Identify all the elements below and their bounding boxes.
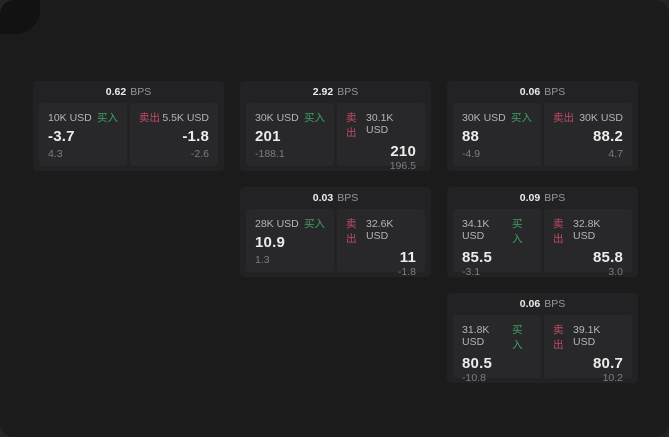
sell-delta: 196.5	[389, 160, 416, 172]
buy-delta: -3.1	[462, 266, 481, 278]
spread-unit: BPS	[130, 86, 152, 98]
spread-value: 2.92	[312, 86, 334, 98]
spread-header: 0.03 BPS	[246, 187, 425, 209]
buy-price: 80.5	[462, 355, 492, 372]
buy-price: 201	[255, 128, 281, 145]
buy-size: 28K USD	[255, 218, 299, 230]
sell-size: 32.8K USD	[572, 218, 601, 242]
buy-label: 买入	[304, 218, 325, 230]
quote-card: 2.92 BPS 30K USD 买入 201 -188.1 卖出 30.1K …	[240, 81, 431, 172]
sell-size: 39.1K USD	[572, 324, 601, 348]
spread-header: 0.62 BPS	[39, 81, 218, 103]
spread-value: 0.06	[519, 86, 541, 98]
buy-tile[interactable]: 28K USD 买入 10.9 1.3	[246, 209, 334, 272]
quote-card: 0.06 BPS 31.8K USD 买入 80.5 -10.8 卖出 39.1…	[447, 293, 638, 384]
buy-price: 10.9	[255, 234, 285, 251]
sell-size: 30.1K USD	[365, 112, 394, 136]
sell-tile[interactable]: 卖出 30K USD 88.2 4.7	[544, 103, 632, 166]
sell-label: 卖出	[553, 112, 574, 124]
sell-price: 85.8	[593, 249, 623, 266]
buy-size: 10K USD	[48, 112, 92, 124]
spread-value: 0.62	[105, 86, 127, 98]
sell-price: 210	[390, 143, 416, 160]
window-corner	[0, 0, 40, 34]
buy-delta: -4.9	[462, 148, 481, 160]
spread-header: 2.92 BPS	[246, 81, 425, 103]
sell-size: 32.6K USD	[365, 218, 394, 242]
sell-price: 11	[399, 249, 416, 266]
buy-size: 31.8K USD	[462, 324, 490, 348]
buy-size: 30K USD	[255, 112, 299, 124]
buy-delta: 1.3	[255, 254, 270, 266]
buy-tile[interactable]: 30K USD 买入 201 -188.1	[246, 103, 334, 166]
spread-unit: BPS	[544, 298, 566, 310]
sell-label: 卖出	[346, 112, 357, 139]
buy-label: 买入	[97, 112, 118, 124]
quote-body: 30K USD 买入 88 -4.9 卖出 30K USD 88.2 4.7	[453, 103, 632, 166]
sell-label: 卖出	[139, 112, 160, 124]
sell-price: -1.8	[182, 128, 209, 145]
buy-price: 85.5	[462, 249, 492, 266]
sell-tile[interactable]: 卖出 32.8K USD 85.8 3.0	[544, 209, 632, 278]
sell-label: 卖出	[346, 218, 357, 245]
quote-body: 34.1K USD 买入 85.5 -3.1 卖出 32.8K USD 85.8…	[453, 209, 632, 278]
sell-price: 88.2	[593, 128, 623, 145]
quote-card: 0.06 BPS 30K USD 买入 88 -4.9 卖出 30K USD	[447, 81, 638, 171]
spread-header: 0.06 BPS	[453, 81, 632, 103]
sell-tile[interactable]: 卖出 5.5K USD -1.8 -2.6	[130, 103, 218, 166]
spread-value: 0.06	[519, 298, 541, 310]
sell-size: 5.5K USD	[162, 112, 209, 124]
quote-body: 28K USD 买入 10.9 1.3 卖出 32.6K USD 11 -1.8	[246, 209, 425, 278]
quote-body: 31.8K USD 买入 80.5 -10.8 卖出 39.1K USD 80.…	[453, 315, 632, 384]
quote-card: 0.62 BPS 10K USD 买入 -3.7 4.3 卖出 5.5K USD	[33, 81, 224, 171]
sell-label: 卖出	[553, 218, 564, 245]
spread-value: 0.03	[312, 192, 334, 204]
buy-size: 34.1K USD	[462, 218, 490, 242]
buy-tile[interactable]: 31.8K USD 买入 80.5 -10.8	[453, 315, 541, 384]
sell-tile[interactable]: 卖出 30.1K USD 210 196.5	[337, 103, 425, 172]
buy-delta: -188.1	[255, 148, 285, 160]
spread-unit: BPS	[544, 86, 566, 98]
quote-card-grid: 0.62 BPS 10K USD 买入 -3.7 4.3 卖出 5.5K USD	[33, 81, 638, 384]
buy-tile[interactable]: 10K USD 买入 -3.7 4.3	[39, 103, 127, 166]
buy-tile[interactable]: 34.1K USD 买入 85.5 -3.1	[453, 209, 541, 278]
sell-price: 80.7	[593, 355, 623, 372]
buy-tile[interactable]: 30K USD 买入 88 -4.9	[453, 103, 541, 166]
sell-size: 30K USD	[579, 112, 623, 124]
buy-delta: 4.3	[48, 148, 63, 160]
sell-label: 卖出	[553, 324, 564, 351]
quote-card: 0.03 BPS 28K USD 买入 10.9 1.3 卖出 32.6K US…	[240, 187, 431, 278]
quote-body: 10K USD 买入 -3.7 4.3 卖出 5.5K USD -1.8 -2.…	[39, 103, 218, 166]
spread-header: 0.09 BPS	[453, 187, 632, 209]
quote-card: 0.09 BPS 34.1K USD 买入 85.5 -3.1 卖出 32.8K…	[447, 187, 638, 278]
quote-body: 30K USD 买入 201 -188.1 卖出 30.1K USD 210 1…	[246, 103, 425, 172]
sell-delta: -1.8	[397, 266, 416, 278]
sell-tile[interactable]: 卖出 32.6K USD 11 -1.8	[337, 209, 425, 278]
spread-unit: BPS	[544, 192, 566, 204]
sell-delta: 10.2	[602, 372, 623, 384]
sell-delta: 3.0	[608, 266, 623, 278]
sell-tile[interactable]: 卖出 39.1K USD 80.7 10.2	[544, 315, 632, 384]
buy-price: -3.7	[48, 128, 75, 145]
sell-delta: 4.7	[608, 148, 623, 160]
spread-unit: BPS	[337, 86, 359, 98]
buy-delta: -10.8	[462, 372, 486, 384]
buy-label: 买入	[512, 218, 523, 245]
buy-label: 买入	[512, 324, 523, 351]
buy-price: 88	[462, 128, 480, 145]
spread-header: 0.06 BPS	[453, 293, 632, 315]
spread-unit: BPS	[337, 192, 359, 204]
sell-delta: -2.6	[190, 148, 209, 160]
spread-value: 0.09	[519, 192, 541, 204]
buy-label: 买入	[511, 112, 532, 124]
buy-size: 30K USD	[462, 112, 506, 124]
buy-label: 买入	[304, 112, 325, 124]
